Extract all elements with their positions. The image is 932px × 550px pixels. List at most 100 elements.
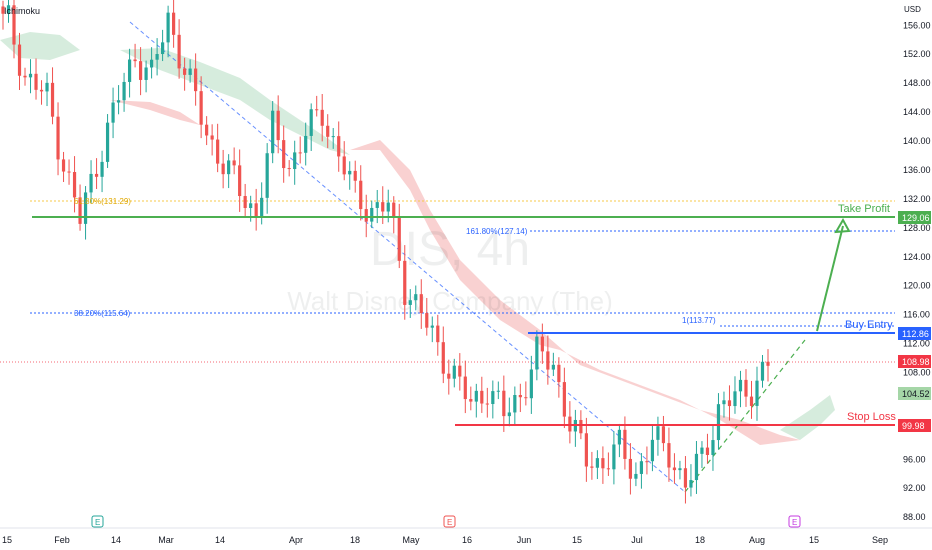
candle-body [513,395,517,413]
earnings-marker-1[interactable]: E [91,515,104,528]
candle-body [100,161,104,177]
candle-body [177,34,181,69]
candle-body [595,458,599,468]
candle-body [430,325,434,328]
candle-body [700,447,704,454]
candle-body [562,382,566,417]
candle-body [254,203,258,217]
candle-body [89,173,93,193]
candle-body [315,109,319,111]
candle-body [1,6,5,14]
candle-body [716,404,721,441]
y-axis[interactable]: 156.00 152.00 148.00 144.00 140.00 136.00 132.… [903,20,931,522]
candle-body [507,412,511,417]
candle-body [480,390,484,404]
candle-body [617,429,622,445]
svg-text:E: E [95,518,100,527]
candle-body [601,458,605,469]
candle-body [67,171,71,173]
svg-text:99.98: 99.98 [902,421,925,431]
candle-body [375,202,379,208]
earnings-marker-3[interactable]: E [788,515,801,528]
candle-body [639,461,644,474]
x-tick-label: Jun [517,535,532,545]
candle-body [199,91,203,125]
candle-body [216,139,220,164]
candle-body [227,160,231,175]
candle-body [535,336,539,370]
candle-body [496,390,500,392]
candle-body [584,433,588,467]
indicator-label: Ichimoku [4,6,40,16]
candle-body [722,400,726,405]
target-arrow [816,217,851,332]
candle-body [441,342,445,374]
candle-body [634,473,638,479]
candle-body [711,440,715,455]
y-tick-label: 120.00 [903,281,931,291]
candle-body [45,82,49,92]
candles [1,0,770,504]
candle-body [271,110,275,154]
candle-body [612,444,616,470]
candle-body [183,68,187,75]
candle-body [744,379,748,397]
y-tick-label: 156.00 [903,20,931,30]
x-tick-label: Jul [631,535,643,545]
x-tick-label: Feb [54,535,70,545]
candle-body [667,443,671,468]
candle-body [419,294,423,314]
y-tick-label: 144.00 [903,107,931,117]
y-tick-label: 108.00 [903,367,931,377]
candle-body [116,100,121,103]
candle-body [342,156,346,175]
svg-text:E: E [447,518,452,527]
candle-body [381,202,385,212]
candle-body [320,109,324,126]
candle-body [579,419,583,434]
y-tick-label: 88.00 [903,512,926,522]
candle-body [238,165,242,197]
earnings-marker-2[interactable]: E [443,515,456,528]
candle-body [34,73,38,90]
x-axis[interactable]: 15 Feb 14 Mar 14 Apr 18 May 16 Jun 15 Jul 18 Aug 15 Sep [2,535,888,545]
candle-body [243,196,247,209]
candle-body [645,461,649,463]
candle-body [205,124,209,136]
take-profit-badge: 129.06 [898,211,931,224]
svg-text:129.06: 129.06 [902,213,930,223]
candle-body [50,82,55,117]
candle-body [551,364,555,370]
x-tick-label: 18 [695,535,705,545]
candle-body [138,61,143,80]
x-tick-label: May [402,535,420,545]
candle-body [309,109,313,136]
x-tick-label: 16 [462,535,472,545]
candle-body [672,467,677,471]
x-tick-label: Sep [872,535,888,545]
candle-body [661,426,666,444]
candle-body [23,75,27,78]
candle-body [337,136,341,157]
candle-body [749,396,754,406]
buy-entry-label: Buy Entry [845,319,893,331]
candle-body [623,429,627,459]
candle-body [469,399,473,402]
fib-1-label: 1(113.77) [682,316,716,325]
candle-body [766,361,770,366]
x-tick-label: 15 [809,535,819,545]
candle-body [518,395,522,398]
candle-body [491,391,495,405]
candle-body [210,135,214,140]
candle-body [105,122,110,162]
candle-body [359,180,363,210]
y-tick-label: 128.00 [903,223,931,233]
candle-body [628,458,633,479]
candle-body [502,390,506,417]
y-tick-label: 152.00 [903,49,931,59]
candle-body [293,152,297,170]
y-tick-label: 124.00 [903,252,931,262]
candle-body [760,361,765,381]
candle-body [83,192,88,224]
